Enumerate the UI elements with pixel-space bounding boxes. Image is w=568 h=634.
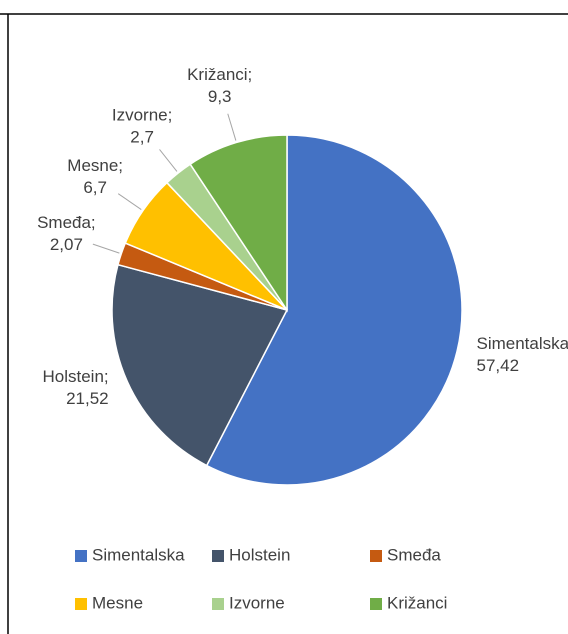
legend-label: Simentalska xyxy=(92,545,185,564)
legend-swatch xyxy=(212,598,224,610)
leader-line xyxy=(92,243,120,254)
legend-label: Mesne xyxy=(92,593,143,612)
leader-line xyxy=(227,113,237,141)
legend-swatch xyxy=(370,550,382,562)
leader-line xyxy=(159,149,178,172)
legend-swatch xyxy=(212,550,224,562)
legend-label: Izvorne xyxy=(229,593,285,612)
data-label: Križanci; 9,3 xyxy=(187,65,252,106)
data-label: Holstein; 21,52 xyxy=(42,367,108,408)
legend-label: Smeđa xyxy=(387,545,441,564)
legend-swatch xyxy=(370,598,382,610)
pie-slice xyxy=(111,263,289,467)
legend-swatch xyxy=(75,550,87,562)
legend-label: Holstein xyxy=(229,545,290,564)
pie-slice xyxy=(189,134,288,313)
legend-swatch xyxy=(75,598,87,610)
data-label: Simentalska ;57,42 xyxy=(476,335,568,376)
data-label: Smeđa; 2,07 xyxy=(37,214,96,255)
data-label: Mesne; 6,7 xyxy=(67,156,123,197)
data-label: Izvorne; 2,7 xyxy=(112,106,172,147)
legend-label: Križanci xyxy=(387,593,447,612)
pie-slice xyxy=(205,134,463,486)
leader-line xyxy=(117,193,142,210)
